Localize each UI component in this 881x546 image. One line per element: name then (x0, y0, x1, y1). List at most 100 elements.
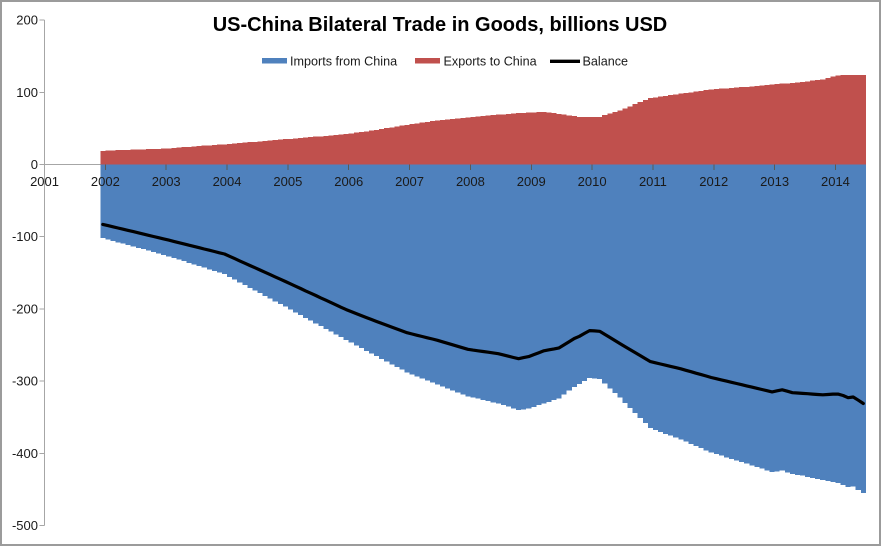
export-bar (500, 114, 506, 165)
import-bar (211, 164, 217, 271)
import-bar (480, 164, 486, 400)
import-bar (784, 164, 790, 473)
export-bar (556, 113, 562, 165)
export-bar (277, 139, 283, 165)
area-series (100, 74, 866, 494)
import-bar (510, 164, 517, 409)
export-bar (495, 114, 501, 165)
export-bar (257, 141, 263, 165)
export-bar (100, 150, 106, 165)
export-bar (439, 119, 446, 165)
import-bar (389, 164, 395, 365)
export-bar (135, 149, 141, 165)
export-bar (744, 86, 750, 165)
y-axis-tick-label: -400 (12, 446, 38, 461)
export-bar (571, 116, 577, 165)
export-bar (587, 116, 593, 165)
export-bar (313, 136, 319, 165)
export-bar (404, 124, 410, 165)
export-bar (358, 132, 364, 165)
export-bar (845, 74, 851, 165)
import-bar (232, 164, 238, 280)
export-bar (764, 84, 770, 165)
import-bar (850, 164, 856, 487)
import-bar (597, 164, 603, 379)
export-bar (627, 106, 633, 165)
import-bar (374, 164, 380, 357)
export-bar (668, 95, 674, 165)
import-bar (617, 164, 623, 398)
import-bar (658, 164, 664, 432)
export-bar (227, 143, 233, 165)
export-bar (505, 113, 511, 165)
import-bar (490, 164, 496, 403)
y-axis-tick-label: -100 (12, 229, 38, 244)
export-bar (673, 94, 679, 165)
export-bar (181, 147, 187, 165)
x-axis-year-label: 2002 (91, 174, 120, 189)
export-bar (602, 115, 608, 165)
export-bar (206, 145, 212, 165)
export-bar (749, 86, 755, 165)
export-bar (658, 96, 664, 165)
import-bar (592, 164, 598, 379)
export-bar (242, 142, 248, 165)
export-bar (348, 133, 354, 165)
export-bar (723, 88, 729, 165)
x-axis-year-label: 2007 (395, 174, 424, 189)
export-bar (622, 108, 628, 165)
x-axis: 2001 2002 2003 2004 2005 2006 2007 2008 2009 2010… (30, 164, 850, 189)
import-bar (612, 164, 618, 394)
import-bar (196, 164, 202, 267)
import-bar (799, 164, 806, 476)
x-axis-year-label: 2004 (213, 174, 242, 189)
export-bar (389, 127, 395, 165)
export-bar (267, 140, 273, 165)
export-bar (541, 111, 547, 165)
chart-title: US-China Bilateral Trade in Goods, billi… (213, 14, 668, 36)
import-bar (277, 164, 283, 305)
export-bar (678, 93, 684, 165)
import-bar (429, 164, 435, 383)
import-bar (145, 164, 151, 251)
export-bar (607, 113, 613, 165)
import-bar (369, 164, 375, 354)
import-bar (551, 164, 557, 401)
import-bar (348, 164, 354, 343)
export-bar (688, 92, 694, 165)
import-bar (424, 164, 430, 381)
import-bar (318, 164, 324, 327)
export-bar (434, 120, 440, 165)
export-bar (130, 149, 136, 165)
export-bar (794, 82, 800, 165)
export-bar (526, 112, 532, 165)
export-bar (652, 97, 658, 165)
export-bar (632, 104, 638, 165)
export-bar (855, 74, 861, 165)
export-bar (581, 116, 588, 165)
import-bar (693, 164, 699, 447)
import-bar (115, 164, 121, 243)
export-bar (287, 138, 293, 165)
export-bar (394, 126, 400, 165)
import-bar (130, 164, 136, 247)
export-bar (860, 74, 866, 165)
import-bar (561, 164, 567, 395)
import-bar (105, 164, 111, 240)
import-bar (718, 164, 724, 456)
import-bar (298, 164, 304, 316)
export-bar (191, 146, 197, 165)
import-bar (358, 164, 364, 349)
export-bar (779, 83, 785, 165)
export-bar (333, 135, 339, 165)
export-bar (647, 98, 653, 165)
import-bar (125, 164, 131, 246)
import-bar (815, 164, 821, 479)
export-bar (232, 143, 238, 165)
import-bar (754, 164, 760, 468)
import-bar (647, 164, 653, 429)
import-bar (744, 164, 750, 464)
import-bar (161, 164, 167, 255)
export-bar (703, 90, 709, 165)
